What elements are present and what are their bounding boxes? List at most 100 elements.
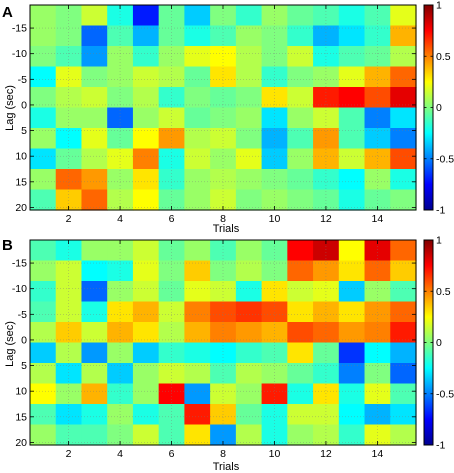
panel-letter: A (2, 4, 13, 21)
heatmap-cell (210, 5, 237, 27)
heatmap-cell (287, 46, 314, 68)
heatmap-cell (313, 363, 340, 385)
heatmap-cell (30, 169, 57, 191)
heatmap-cell (210, 281, 237, 303)
y-tick-label: -10 (12, 283, 27, 295)
heatmap-cell (390, 322, 417, 344)
heatmap-cell (30, 189, 57, 211)
heatmap-cell (261, 5, 288, 27)
heatmap-cell (107, 404, 134, 426)
heatmap-cell (210, 322, 237, 344)
heatmap-cell (30, 322, 57, 344)
heatmap-cell (30, 46, 57, 68)
heatmap-cell (235, 46, 263, 68)
heatmap-cell (184, 383, 211, 405)
heatmap-cell (338, 25, 366, 47)
heatmap-cell (30, 363, 57, 385)
y-tick-label: 15 (15, 176, 27, 188)
axis-ticks: 2 4 6 8 10 12 14 -15 -10 -5 0 5 10 15 20 (12, 5, 416, 225)
heatmap-cell (55, 5, 83, 27)
heatmap-cell (55, 66, 83, 88)
y-tick-label: 5 (21, 360, 27, 372)
heatmap-cell (30, 383, 57, 405)
colorbar-tick-label: 0.5 (436, 286, 451, 298)
heatmap-cell (81, 5, 108, 27)
heatmap-cell (210, 169, 237, 191)
x-tick-label: 8 (220, 448, 226, 460)
y-axis-label: Lag (sec) (4, 85, 16, 131)
heatmap-cell (184, 25, 211, 47)
heatmap-cell (132, 66, 160, 88)
heatmap-cell (364, 342, 391, 364)
heatmap-cell (210, 404, 237, 426)
heatmap-cell (55, 25, 83, 47)
heatmap-cell (287, 322, 314, 344)
heatmap-cell (338, 301, 366, 323)
heatmap-cell (81, 301, 108, 323)
heatmap-cell (210, 148, 237, 170)
heatmap-cell (235, 260, 263, 282)
heatmap-cell (107, 383, 134, 405)
heatmap-cell (132, 107, 160, 129)
heatmap-cell (132, 189, 160, 211)
heatmap-cell (107, 260, 134, 282)
heatmap-cell (287, 281, 314, 303)
heatmap-cell (132, 128, 160, 150)
heatmap-cells (30, 240, 417, 446)
heatmap-cell (261, 25, 288, 47)
heatmap-cell (313, 107, 340, 129)
heatmap-cell (287, 424, 314, 446)
heatmap-cell (81, 424, 108, 446)
colorbar-tick-label: 1 (436, 0, 442, 12)
heatmap-cell (107, 25, 134, 47)
y-tick-label: 5 (21, 125, 27, 137)
heatmap-cell (81, 148, 108, 170)
heatmap-cell (287, 107, 314, 129)
heatmap-cell (55, 169, 83, 191)
heatmap-cell (235, 240, 263, 262)
x-axis-label: Trials (213, 461, 240, 473)
heatmap-cell (107, 363, 134, 385)
y-tick-label: 15 (15, 411, 27, 423)
heatmap-cell (261, 404, 288, 426)
heatmap-cell (338, 404, 366, 426)
heatmap-cell (107, 322, 134, 344)
heatmap-cell (338, 342, 366, 364)
heatmap-cell (132, 46, 160, 68)
heatmap-cell (210, 342, 237, 364)
heatmap-cell (313, 404, 340, 426)
heatmap-cell (261, 383, 288, 405)
heatmap-cell (184, 301, 211, 323)
heatmap-cell (390, 189, 417, 211)
heatmap-cell (287, 301, 314, 323)
heatmap-cell (338, 383, 366, 405)
heatmap-cell (81, 87, 108, 109)
heatmap-cell (132, 363, 160, 385)
heatmap-cell (81, 260, 108, 282)
y-tick-label: 10 (15, 386, 27, 398)
heatmap-cell (158, 322, 185, 344)
heatmap-cell (235, 322, 263, 344)
heatmap-cell (184, 66, 211, 88)
heatmap-cell (338, 189, 366, 211)
heatmap-cell (364, 66, 391, 88)
heatmap-cell (338, 424, 366, 446)
x-tick-label: 10 (269, 448, 281, 460)
y-tick-label: -10 (12, 48, 27, 60)
heatmap-cell (390, 363, 417, 385)
heatmap-cell (30, 281, 57, 303)
heatmap-cell (30, 66, 57, 88)
heatmap-cell (158, 46, 185, 68)
heatmap-cell (313, 301, 340, 323)
heatmap-cell (235, 383, 263, 405)
heatmap-cell (132, 383, 160, 405)
heatmap-cell (55, 404, 83, 426)
heatmap-cell (287, 25, 314, 47)
x-tick-label: 14 (372, 448, 384, 460)
heatmap-cell (390, 260, 417, 282)
heatmap-cell (81, 169, 108, 191)
heatmap-cell (287, 87, 314, 109)
heatmap-cell (107, 281, 134, 303)
